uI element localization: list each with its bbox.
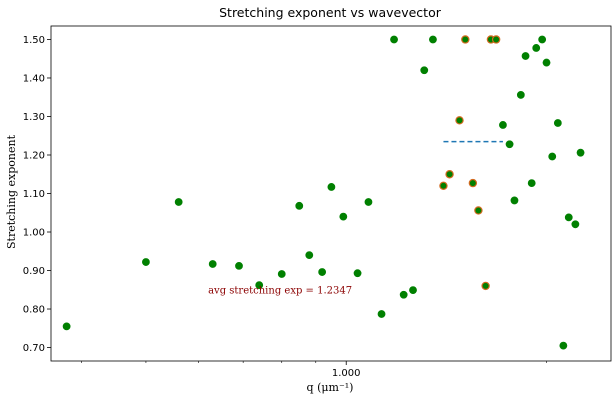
data-point	[491, 35, 501, 44]
data-point	[553, 119, 562, 127]
y-tick-label: 1.10	[23, 189, 45, 200]
y-tick-label: 1.20	[23, 150, 45, 161]
y-tick-label: 1.30	[23, 112, 45, 123]
y-tick-label: 0.80	[23, 305, 45, 316]
data-point	[516, 91, 525, 99]
average-annotation: avg stretching exp = 1.2347	[208, 286, 352, 297]
data-point	[390, 35, 398, 44]
data-point	[548, 152, 557, 161]
y-tick-label: 1.50	[23, 35, 45, 46]
data-point	[481, 281, 490, 291]
data-point	[208, 260, 217, 268]
data-point	[295, 201, 304, 210]
data-point	[505, 140, 514, 149]
data-point	[521, 52, 530, 60]
data-point	[510, 196, 519, 205]
data-point	[455, 116, 464, 125]
data-point	[174, 198, 183, 206]
chart-title: Stretching exponent vs wavevector	[219, 5, 442, 20]
data-point	[542, 58, 551, 67]
data-point	[474, 206, 483, 215]
data-point	[532, 44, 541, 52]
data-point	[564, 213, 573, 222]
data-point	[255, 281, 264, 290]
data-point	[461, 35, 470, 44]
data-point	[420, 66, 429, 75]
data-point	[576, 148, 585, 157]
data-point	[142, 258, 150, 266]
y-axis-label: Stretching exponent	[5, 134, 18, 249]
data-point	[277, 270, 286, 278]
data-point	[571, 220, 580, 229]
data-point	[559, 341, 568, 350]
x-axis-label: q (μm⁻¹)	[307, 381, 354, 394]
data-point	[409, 286, 417, 295]
data-point	[429, 35, 437, 44]
data-point	[445, 170, 454, 179]
data-point	[439, 181, 448, 190]
data-point	[353, 269, 362, 278]
data-point	[538, 35, 547, 44]
y-tick-label: 0.70	[23, 343, 45, 354]
data-point	[318, 268, 327, 276]
data-points	[62, 35, 585, 350]
data-point	[235, 261, 243, 270]
y-tick-label: 1.00	[23, 228, 45, 239]
y-tick-label: 0.90	[23, 266, 45, 277]
data-point	[364, 198, 373, 206]
data-point	[399, 290, 408, 299]
plot-area: 0.70 0.80 0.90 1.00 1.10 1.20 1.30 1.40 1.50 1.00…	[23, 25, 612, 379]
data-point	[305, 251, 314, 260]
y-tick-label: 1.40	[23, 73, 45, 84]
axis-ticks: 0.70 0.80 0.90 1.00 1.10 1.20 1.30 1.40 1.50 1.00…	[23, 35, 547, 379]
data-point	[327, 183, 336, 191]
data-point	[62, 322, 71, 331]
data-point	[499, 121, 507, 129]
data-point	[468, 178, 478, 188]
data-point	[527, 179, 536, 188]
data-point	[339, 212, 348, 221]
x-tick-label: 1.000	[332, 368, 361, 379]
data-point	[377, 310, 386, 318]
